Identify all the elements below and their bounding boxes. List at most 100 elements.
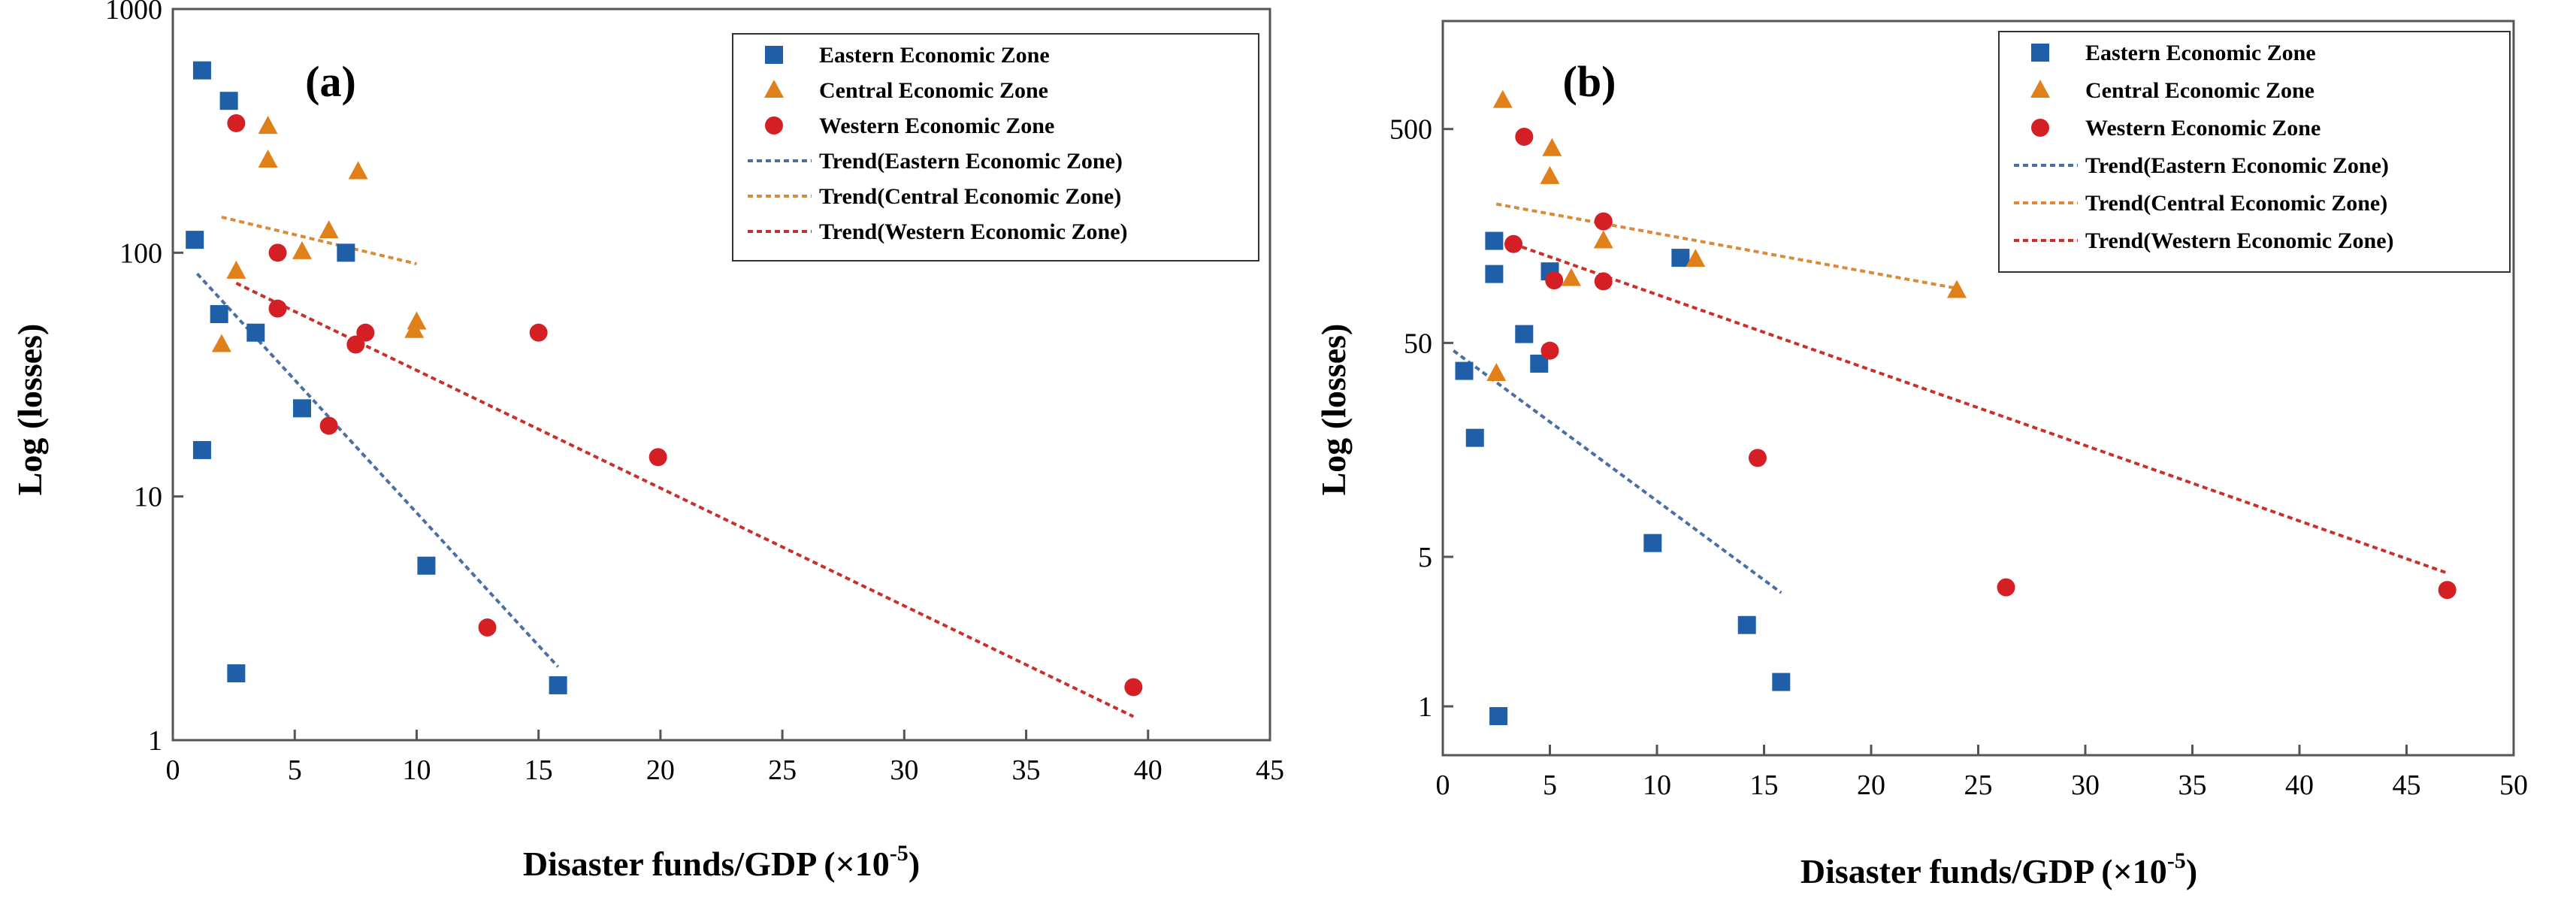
point-b-western-economic-zone-4 <box>1594 272 1613 291</box>
x-tick-label-a-5: 5 <box>288 754 302 786</box>
point-a-western-economic-zone-9 <box>1124 678 1143 697</box>
point-a-central-economic-zone-2 <box>348 161 368 180</box>
trend-line-b-trend-central-economic-zone <box>1495 202 1958 290</box>
legend-label-b-trend-western-economic-zone: Trend(Western Economic Zone) <box>2085 228 2394 253</box>
legend-marker-b-western-economic-zone <box>2031 119 2049 137</box>
x-tick-label-b-20: 20 <box>1857 769 1885 801</box>
point-a-western-economic-zone-2 <box>268 299 287 318</box>
x-tick-label-a-25: 25 <box>768 754 797 786</box>
y-tick-label-b-5: 5 <box>1418 542 1432 573</box>
legend-label-a-central-economic-zone: Central Economic Zone <box>819 78 1048 103</box>
x-axis-title-main-b: Disaster funds/GDP <box>1800 852 2101 890</box>
x-tick-label-b-10: 10 <box>1643 769 1671 801</box>
point-b-eastern-economic-zone-4 <box>1515 325 1534 343</box>
point-a-central-economic-zone-7 <box>404 319 425 338</box>
y-axis-title-b: Log (losses) <box>1314 324 1353 496</box>
x-tick-label-b-35: 35 <box>2178 769 2207 801</box>
legend-box-a <box>732 33 1259 262</box>
series-a-eastern-economic-zone <box>186 61 567 694</box>
series-a-central-economic-zone <box>211 116 427 352</box>
point-b-central-economic-zone-3 <box>1593 230 1613 249</box>
x-tick-label-a-10: 10 <box>402 754 431 786</box>
legend-b: Eastern Economic Zone Central Economic Zo… <box>1998 31 2511 273</box>
x-tick-label-b-30: 30 <box>2071 769 2100 801</box>
trend-line-a-trend-central-economic-zone <box>221 215 417 266</box>
legend-marker-a-central-economic-zone <box>764 80 784 98</box>
legend-label-b-trend-central-economic-zone: Trend(Central Economic Zone) <box>2085 191 2387 216</box>
point-a-central-economic-zone-5 <box>226 260 246 279</box>
x-tick-label-b-50: 50 <box>2499 769 2528 801</box>
y-tick-label-a-1: 1 <box>148 725 162 757</box>
legend-label-a-western-economic-zone: Western Economic Zone <box>819 113 1054 138</box>
panel-label-b: (b) <box>1563 57 1616 106</box>
point-a-central-economic-zone-4 <box>292 240 312 259</box>
point-a-eastern-economic-zone-7 <box>337 243 355 262</box>
trend-line-a-trend-western-economic-zone <box>235 282 1135 718</box>
point-b-eastern-economic-zone-7 <box>1465 428 1484 447</box>
point-b-eastern-economic-zone-3 <box>1671 249 1690 268</box>
point-b-eastern-economic-zone-9 <box>1737 615 1756 634</box>
point-a-western-economic-zone-7 <box>649 448 667 467</box>
x-tick-label-b-25: 25 <box>1964 769 1993 801</box>
y-tick-label-b-50: 50 <box>1404 328 1432 359</box>
y-tick-label-a-1000: 1000 <box>105 0 162 26</box>
series-b-central-economic-zone <box>1486 89 1967 381</box>
legend-label-b-central-economic-zone: Central Economic Zone <box>2085 78 2314 103</box>
trend-line-b-trend-eastern-economic-zone <box>1453 349 1782 594</box>
legend-label-a-trend-western-economic-zone: Trend(Western Economic Zone) <box>819 219 1128 244</box>
point-a-eastern-economic-zone-1 <box>219 92 238 110</box>
point-a-western-economic-zone-3 <box>356 323 375 342</box>
point-a-eastern-economic-zone-10 <box>549 676 567 694</box>
point-b-eastern-economic-zone-1 <box>1485 265 1504 283</box>
point-b-eastern-economic-zone-11 <box>1489 707 1508 726</box>
x-tick-label-a-30: 30 <box>890 754 918 786</box>
x-tick-label-a-35: 35 <box>1012 754 1041 786</box>
x-tick-label-b-45: 45 <box>2393 769 2421 801</box>
legend-box-b <box>1998 31 2511 273</box>
x-axis-title-exp-b: -5 <box>2167 848 2186 873</box>
x-tick-label-b-40: 40 <box>2285 769 2314 801</box>
point-a-eastern-economic-zone-0 <box>192 61 211 80</box>
point-a-central-economic-zone-0 <box>258 116 278 135</box>
point-b-western-economic-zone-8 <box>2438 581 2457 600</box>
point-b-western-economic-zone-6 <box>1748 449 1767 467</box>
point-b-eastern-economic-zone-10 <box>1772 673 1791 691</box>
x-axis-title-exp-a: -5 <box>890 841 909 866</box>
legend-label-b-western-economic-zone: Western Economic Zone <box>2085 116 2321 141</box>
point-a-western-economic-zone-0 <box>227 113 246 132</box>
legend-marker-b-eastern-economic-zone <box>2031 44 2049 62</box>
point-b-eastern-economic-zone-6 <box>1455 361 1474 380</box>
panel-label-a: (a) <box>305 57 356 106</box>
series-a-western-economic-zone <box>227 113 1143 697</box>
point-b-central-economic-zone-7 <box>1486 362 1507 381</box>
x-axis-title-main-a: Disaster funds/GDP <box>523 845 824 883</box>
point-a-western-economic-zone-6 <box>319 416 338 435</box>
point-b-central-economic-zone-2 <box>1540 165 1560 184</box>
x-axis-title-unit-b: (×10 <box>2101 852 2167 890</box>
y-axis-title-a: Log (losses) <box>11 324 49 496</box>
y-tick-label-b-1: 1 <box>1418 691 1432 723</box>
trend-line-a-trend-eastern-economic-zone <box>195 272 560 668</box>
legend-marker-a-eastern-economic-zone <box>765 46 783 64</box>
legend-label-a-trend-central-economic-zone: Trend(Central Economic Zone) <box>819 184 1121 209</box>
point-b-central-economic-zone-1 <box>1542 138 1562 156</box>
y-tick-label-b-500: 500 <box>1389 114 1432 146</box>
point-a-eastern-economic-zone-8 <box>417 556 436 575</box>
point-b-eastern-economic-zone-8 <box>1643 534 1662 552</box>
x-tick-label-b-5: 5 <box>1543 769 1557 801</box>
legend-marker-b-central-economic-zone <box>2030 80 2050 98</box>
point-a-eastern-economic-zone-2 <box>186 231 204 249</box>
y-tick-label-a-10: 10 <box>134 482 162 513</box>
point-a-eastern-economic-zone-9 <box>227 664 246 683</box>
point-b-western-economic-zone-1 <box>1594 212 1613 231</box>
point-b-central-economic-zone-6 <box>1947 280 1967 298</box>
x-tick-label-b-15: 15 <box>1750 769 1779 801</box>
legend-label-a-trend-eastern-economic-zone: Trend(Eastern Economic Zone) <box>819 149 1123 174</box>
point-b-eastern-economic-zone-0 <box>1485 231 1504 250</box>
plot-frame-a <box>171 8 1271 742</box>
point-b-western-economic-zone-0 <box>1515 128 1534 147</box>
x-tick-label-b-0: 0 <box>1436 769 1450 801</box>
x-tick-label-a-45: 45 <box>1256 754 1284 786</box>
